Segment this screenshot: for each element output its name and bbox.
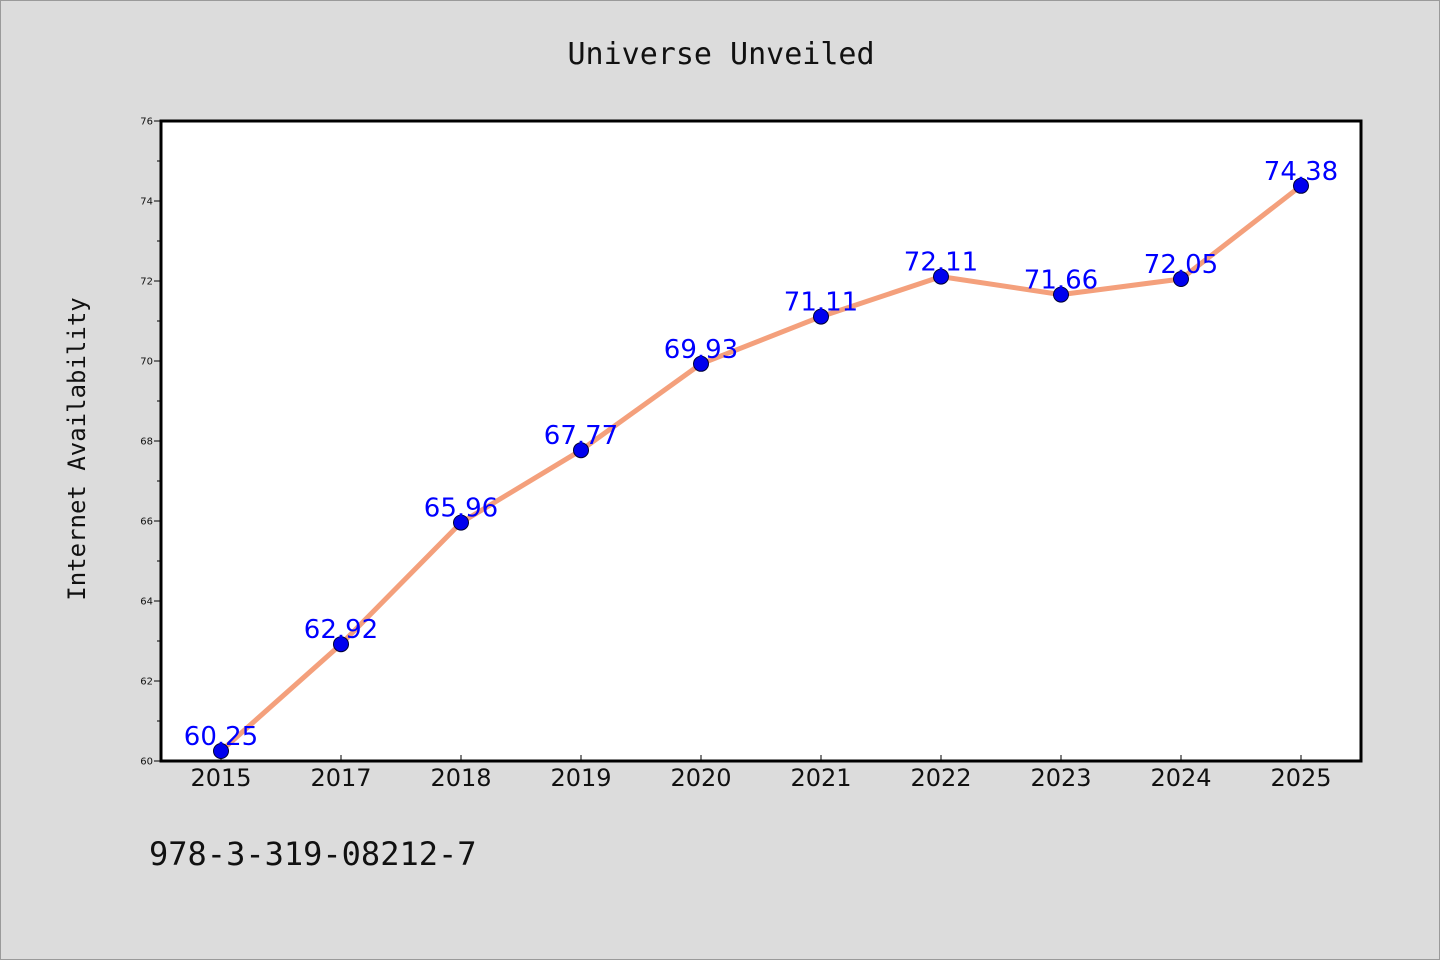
data-label: 71.11: [784, 288, 858, 318]
y-axis-label: Internet Availability: [63, 297, 91, 600]
y-tick-label: 66: [140, 517, 153, 528]
y-tick-label: 76: [140, 117, 153, 128]
data-point: [1293, 177, 1309, 194]
x-tick-label: 2017: [310, 764, 371, 792]
data-label: 60.25: [184, 722, 258, 752]
data-point: [333, 636, 349, 653]
data-point: [813, 308, 829, 325]
y-tick-label: 68: [140, 437, 153, 448]
data-label: 72.05: [1144, 250, 1218, 280]
x-tick-label: 2015: [190, 764, 251, 792]
data-label-layer: 60.25 62.92 65.96 67.77 69.93 71.11 72.11 71.66…: [184, 157, 1338, 752]
x-tick-label: 2023: [1030, 764, 1091, 792]
x-tick-label: 2018: [430, 764, 491, 792]
x-tick-label: 2021: [790, 764, 851, 792]
data-point: [933, 268, 949, 285]
y-axis: 60 62 64 66 68 70 72 74 76: [140, 117, 161, 768]
x-tick-label: 2019: [550, 764, 611, 792]
chart-title: Universe Unveiled: [567, 37, 874, 72]
data-label: 71.66: [1024, 266, 1098, 296]
data-point: [693, 355, 709, 372]
data-label: 65.96: [424, 494, 498, 524]
data-point: [1173, 271, 1189, 287]
x-tick-label: 2020: [670, 764, 731, 792]
data-point: [573, 442, 589, 459]
data-label: 72.11: [904, 248, 978, 278]
data-label: 62.92: [304, 615, 378, 645]
y-tick-label: 64: [140, 597, 153, 608]
x-tick-label: 2024: [1150, 764, 1211, 792]
y-tick-label: 70: [140, 357, 153, 368]
x-tick-label: 2025: [1270, 764, 1331, 792]
isbn-text: 978-3-319-08212-7: [149, 835, 477, 873]
data-label: 74.38: [1264, 157, 1338, 187]
series-line: [218, 183, 1304, 754]
data-label: 69.93: [664, 335, 738, 365]
plot-area: [159, 119, 1363, 763]
data-label: 67.77: [544, 421, 618, 451]
y-tick-label: 72: [140, 277, 153, 288]
series-layer: [213, 177, 1309, 759]
data-point: [1053, 286, 1069, 303]
y-tick-label: 74: [140, 197, 153, 208]
y-tick-label: 62: [140, 677, 153, 688]
data-point: [453, 514, 469, 531]
x-axis: 2015 2017 2018 2019 2020 2021 2022 2023 2024 2025: [190, 755, 1332, 792]
x-tick-label: 2022: [910, 764, 971, 792]
y-tick-label: 60: [140, 757, 153, 768]
data-point: [213, 743, 229, 759]
